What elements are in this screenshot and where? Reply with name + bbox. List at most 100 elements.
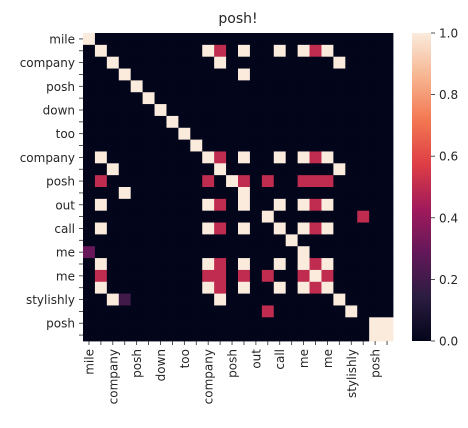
heatmap-cell [285, 269, 299, 283]
heatmap-cell [285, 305, 299, 318]
heatmap-cell [130, 80, 144, 93]
heatmap-cell [214, 44, 227, 58]
heatmap-cell [297, 92, 310, 105]
heatmap-cell [321, 80, 334, 93]
heatmap-cell [285, 44, 299, 58]
heatmap-cell [238, 127, 251, 141]
heatmap-cell [154, 246, 167, 259]
heatmap-cell [142, 33, 155, 46]
heatmap-cell [118, 187, 132, 200]
heatmap-cell [238, 210, 251, 223]
x-tick-label: me [297, 349, 311, 368]
heatmap-cell [226, 317, 239, 330]
heatmap-cell [190, 258, 203, 271]
heatmap-cell [166, 329, 179, 342]
heatmap-cell [166, 68, 179, 81]
heatmap-cell [190, 305, 203, 318]
heatmap-cell [381, 175, 394, 188]
heatmap-cell [309, 222, 322, 235]
heatmap-cell [94, 222, 108, 235]
heatmap-cell [381, 80, 394, 93]
heatmap-cell [261, 104, 275, 117]
heatmap-cell [357, 127, 370, 141]
heatmap-cell [130, 305, 144, 318]
colorbar-tick-label: 0.2 [439, 273, 458, 287]
heatmap-cell [333, 329, 346, 342]
colorbar-tick-label: 1.0 [439, 27, 458, 41]
heatmap-cell [261, 305, 275, 318]
heatmap-cell [261, 246, 275, 259]
heatmap-cell [202, 104, 215, 117]
heatmap-cell [333, 127, 346, 141]
heatmap-cell [321, 175, 334, 188]
heatmap-cell [94, 115, 108, 129]
heatmap-cell [369, 139, 382, 152]
heatmap-cell [83, 246, 96, 259]
heatmap-cell [166, 115, 179, 129]
y-axis: mile company posh down too company posh out call… [20, 32, 83, 336]
heatmap-cell [321, 104, 334, 117]
heatmap-cell [83, 222, 96, 235]
heatmap-cell [130, 293, 144, 306]
heatmap-cell [297, 305, 310, 318]
heatmap-cell [154, 56, 167, 69]
heatmap-cell [369, 115, 382, 129]
heatmap-cell [369, 33, 382, 46]
heatmap-cell [202, 127, 215, 141]
heatmap-cell [226, 210, 239, 223]
heatmap-cell [273, 104, 287, 117]
heatmap-cell [285, 56, 299, 69]
heatmap-cell [83, 33, 96, 46]
heatmap-cell [130, 68, 144, 81]
heatmap-cell [238, 80, 251, 93]
heatmap-cell [226, 281, 239, 295]
heatmap-cell [178, 115, 191, 129]
heatmap-cell [369, 127, 382, 141]
heatmap-cell [357, 246, 370, 259]
x-tick-label: posh [369, 349, 383, 378]
heatmap-cell [226, 44, 239, 58]
heatmap-cell [118, 317, 132, 330]
heatmap-cell [83, 305, 96, 318]
heatmap-cell [238, 163, 251, 176]
heatmap-cell [273, 175, 287, 188]
heatmap-cell [83, 163, 96, 176]
heatmap-cell [83, 127, 96, 141]
heatmap-cell [357, 293, 370, 306]
heatmap-cell [118, 305, 132, 318]
heatmap-cell [190, 234, 203, 247]
heatmap-cell [273, 281, 287, 295]
heatmap-cell [297, 33, 310, 46]
heatmap-cell [118, 269, 132, 283]
heatmap-cell [309, 281, 322, 295]
heatmap-cell [142, 163, 155, 176]
heatmap-cell [94, 317, 108, 330]
heatmap-cell [142, 175, 155, 188]
y-tick-label: down [43, 104, 75, 118]
heatmap-cell [249, 187, 263, 200]
heatmap-cell [321, 68, 334, 81]
heatmap-cell [106, 281, 120, 295]
heatmap-cell [226, 175, 239, 188]
heatmap-cell [333, 305, 346, 318]
heatmap-cell [381, 222, 394, 235]
x-tick-label: stylishly [345, 349, 359, 398]
heatmap-cell [261, 139, 275, 152]
heatmap-cell [333, 104, 346, 117]
heatmap-cell [381, 151, 394, 164]
heatmap-cell [130, 234, 144, 247]
heatmap-cell [321, 329, 334, 342]
colorbar-tick-label: 0.0 [439, 335, 458, 349]
heatmap-cell [166, 281, 179, 295]
heatmap-cell [249, 104, 263, 117]
heatmap-cell [238, 187, 251, 200]
x-tick-label: too [178, 349, 192, 368]
heatmap-cell [154, 305, 167, 318]
heatmap-cell [273, 68, 287, 81]
heatmap-cell [309, 92, 322, 105]
heatmap-cell [202, 187, 215, 200]
heatmap-cell [261, 210, 275, 223]
heatmap-cell [369, 80, 382, 93]
heatmap-cell [154, 44, 167, 58]
heatmap-cell [357, 305, 370, 318]
